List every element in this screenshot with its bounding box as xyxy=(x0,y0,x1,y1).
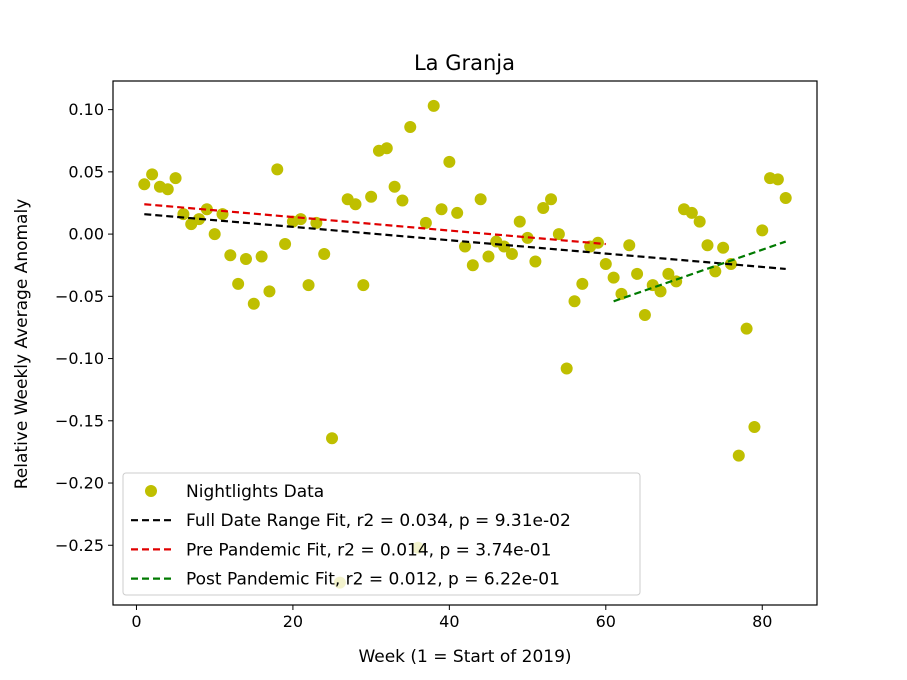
data-point xyxy=(443,155,456,168)
y-tick-label: 0.00 xyxy=(68,225,104,244)
data-point xyxy=(388,180,401,193)
data-point xyxy=(380,142,393,155)
data-point xyxy=(513,215,526,228)
data-point xyxy=(200,203,213,216)
x-axis-label: Week (1 = Start of 2019) xyxy=(358,647,571,667)
data-point xyxy=(482,250,495,263)
data-point xyxy=(568,295,581,308)
data-point xyxy=(224,249,237,262)
data-point xyxy=(193,213,206,226)
data-point xyxy=(552,228,565,241)
legend-label: Post Pandemic Fit, r2 = 0.012, p = 6.22e… xyxy=(186,570,560,590)
x-tick-label: 60 xyxy=(596,612,616,631)
data-point xyxy=(357,279,370,292)
data-point xyxy=(560,362,573,375)
data-point xyxy=(419,216,432,229)
data-point xyxy=(302,279,315,292)
data-point xyxy=(318,248,331,261)
data-point xyxy=(771,173,784,186)
data-point xyxy=(435,203,448,216)
data-point xyxy=(466,259,479,272)
data-point xyxy=(505,248,518,261)
fit-line xyxy=(144,213,786,271)
data-point xyxy=(545,193,558,206)
data-point xyxy=(638,308,651,321)
data-point xyxy=(326,432,339,445)
data-point xyxy=(146,168,159,181)
data-point xyxy=(521,231,534,244)
data-point xyxy=(607,271,620,284)
y-tick-label: −0.10 xyxy=(55,349,104,368)
data-point xyxy=(427,99,440,112)
data-point xyxy=(208,228,221,241)
data-point xyxy=(239,252,252,265)
legend-marker xyxy=(145,485,157,497)
data-point xyxy=(693,215,706,228)
data-point xyxy=(662,267,675,280)
data-point xyxy=(232,277,245,290)
series-layer xyxy=(138,99,792,589)
data-point xyxy=(623,239,636,252)
data-point xyxy=(576,277,589,290)
x-tick-label: 40 xyxy=(439,612,459,631)
data-point xyxy=(263,285,276,298)
data-point xyxy=(654,285,667,298)
fit-line xyxy=(144,203,606,246)
data-point xyxy=(709,265,722,278)
data-point xyxy=(599,257,612,270)
data-point xyxy=(404,121,417,134)
data-point xyxy=(138,178,151,191)
y-tick-label: −0.20 xyxy=(55,474,104,493)
data-point xyxy=(247,297,260,310)
data-point xyxy=(349,198,362,211)
legend-label: Full Date Range Fit, r2 = 0.034, p = 9.3… xyxy=(186,511,571,531)
chart-title: La Granja xyxy=(414,51,515,75)
data-point xyxy=(740,322,753,335)
y-axis-label: Relative Weekly Average Anomaly xyxy=(12,199,32,490)
data-point xyxy=(169,172,182,185)
x-tick-label: 0 xyxy=(131,612,141,631)
legend-label: Nightlights Data xyxy=(186,482,324,502)
y-tick-label: 0.05 xyxy=(68,162,104,181)
data-point xyxy=(365,190,378,203)
x-axis: 0 20 40 60 80 xyxy=(131,605,772,631)
data-point xyxy=(279,238,292,251)
plot-frame xyxy=(112,80,818,606)
legend-box xyxy=(122,472,641,596)
fit-line xyxy=(613,240,787,303)
data-point xyxy=(748,421,761,434)
data-point xyxy=(779,191,792,204)
x-tick-label: 80 xyxy=(752,612,772,631)
data-point xyxy=(732,449,745,462)
y-tick-label: −0.25 xyxy=(55,536,104,555)
data-point xyxy=(271,163,284,176)
data-point xyxy=(701,239,714,252)
x-tick-label: 20 xyxy=(283,612,303,631)
data-point xyxy=(685,206,698,219)
data-point xyxy=(537,201,550,214)
legend: Nightlights Data Full Date Range Fit, r2 … xyxy=(122,472,641,596)
data-point xyxy=(756,224,769,237)
y-tick-label: −0.15 xyxy=(55,411,104,430)
y-tick-label: −0.05 xyxy=(55,287,104,306)
data-point xyxy=(631,267,644,280)
data-point xyxy=(294,213,307,226)
data-point xyxy=(255,250,268,263)
data-point xyxy=(717,241,730,254)
data-point xyxy=(474,193,487,206)
data-point xyxy=(498,240,511,253)
data-point xyxy=(459,240,471,253)
legend-label: Pre Pandemic Fit, r2 = 0.014, p = 3.74e-… xyxy=(186,540,551,560)
y-tick-label: 0.10 xyxy=(68,100,104,119)
y-axis: 0.10 0.05 0.00 −0.05 −0.10 −0.15 −0.20 −0.25 xyxy=(55,100,113,555)
data-point xyxy=(451,206,464,219)
data-point xyxy=(529,255,542,268)
data-point xyxy=(161,183,174,196)
data-point xyxy=(396,194,409,207)
